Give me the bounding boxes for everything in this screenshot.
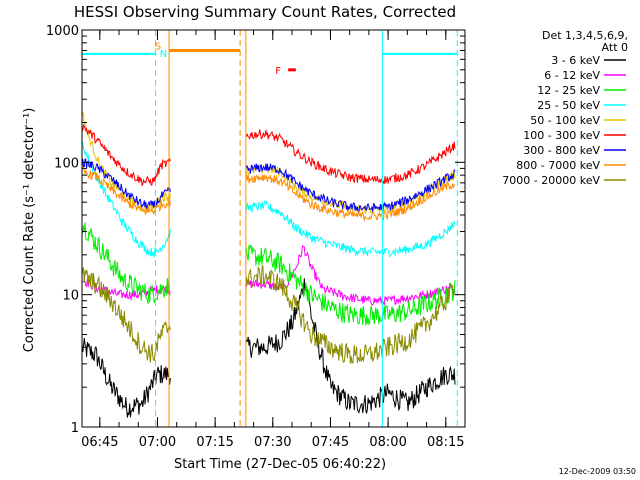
x-tick-label-4: 07:45 <box>312 435 349 450</box>
legend-entry-8: 7000 - 20000 keV <box>502 174 600 187</box>
x-tick-label-6: 08:15 <box>427 435 464 450</box>
legend-header-1: Att 0 <box>602 41 628 54</box>
saa-label: S <box>155 41 161 52</box>
x-axis-label: Start Time (27-Dec-05 06:40:22) <box>174 457 386 472</box>
x-tick-label-2: 07:15 <box>196 435 233 450</box>
legend-entry-1: 6 - 12 keV <box>544 69 600 82</box>
series-line-4-segment-0 <box>82 111 171 213</box>
night-label: N <box>160 49 167 60</box>
legend: Det 1,3,4,5,6,9,Att 03 - 6 keV 6 - 12 keV… <box>502 29 628 187</box>
legend-header-0: Det 1,3,4,5,6,9, <box>542 29 628 42</box>
footer-timestamp: 12-Dec-2009 03:50 <box>559 467 636 476</box>
series-line-3-segment-1 <box>245 200 456 258</box>
x-tick-label-1: 07:00 <box>139 435 176 450</box>
legend-entry-2: 12 - 25 keV <box>537 84 600 97</box>
series-line-5-segment-1 <box>245 129 456 185</box>
series-line-6-segment-1 <box>245 163 456 213</box>
chart-title: HESSI Observing Summary Count Rates, Cor… <box>74 3 456 21</box>
legend-entry-3: 25 - 50 keV <box>537 99 600 112</box>
legend-entry-6: 300 - 800 keV <box>523 144 600 157</box>
vertical-lines-layer <box>155 30 458 427</box>
legend-entry-5: 100 - 300 keV <box>523 129 600 142</box>
axis-ticks: 1 10 100 1000 06:45 07:00 07:15 07:30 07:45 08:00… <box>46 24 466 450</box>
series-line-7-segment-1 <box>245 174 456 221</box>
series-line-2-segment-1 <box>245 244 456 326</box>
y-tick-label-2: 100 <box>54 156 79 171</box>
y-tick-label-1: 10 <box>62 289 79 304</box>
series-line-6-segment-0 <box>82 158 171 210</box>
legend-entry-0: 3 - 6 keV <box>551 54 600 67</box>
y-tick-label-3: 1000 <box>46 24 79 39</box>
series-line-7-segment-0 <box>82 166 171 216</box>
series-line-0-segment-1 <box>245 278 456 414</box>
y-axis-label: Corrected Count Rate (s⁻¹ detector⁻¹) <box>22 108 37 353</box>
flare-label: F <box>275 66 281 77</box>
x-tick-label-3: 07:30 <box>254 435 291 450</box>
annotations-layer: NS F <box>82 41 458 77</box>
series-line-8-segment-0 <box>82 267 171 363</box>
legend-entry-4: 50 - 100 keV <box>530 114 600 127</box>
series-line-2-segment-0 <box>82 222 171 304</box>
legend-entry-7: 800 - 7000 keV <box>516 159 600 172</box>
y-tick-label-0: 1 <box>71 421 79 436</box>
x-tick-label-0: 06:45 <box>81 435 118 450</box>
series-line-8-segment-1 <box>245 265 456 364</box>
x-tick-label-5: 08:00 <box>369 435 406 450</box>
series-layer <box>82 111 456 418</box>
plot-frame <box>81 29 466 428</box>
